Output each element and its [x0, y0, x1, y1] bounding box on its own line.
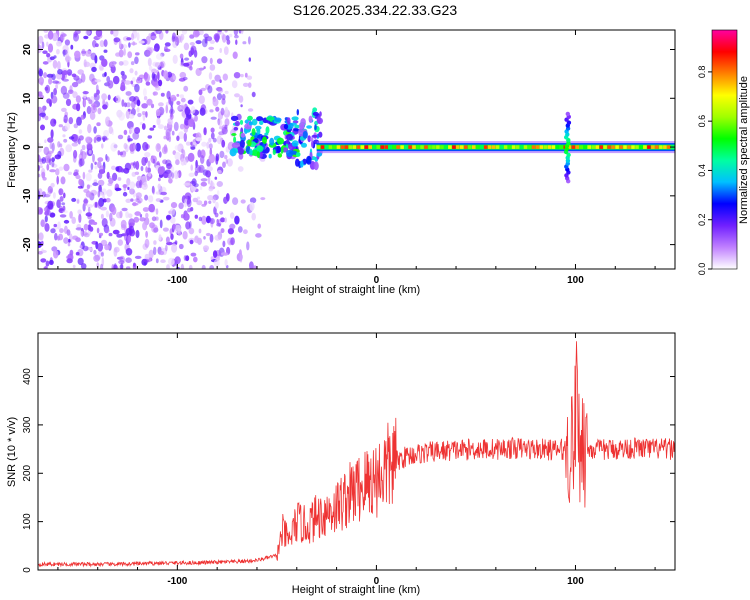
heatmap-region-onset-cluster	[229, 107, 323, 171]
colorbar: 0.0 0.2 0.4 0.6 0.8 Normalized spectral ampl…	[697, 29, 750, 276]
snr-marks	[38, 341, 675, 568]
spectrogram-frame	[37, 29, 676, 270]
y-tick-label: -10	[22, 188, 33, 203]
snr-x-label: Height of straight line (km)	[292, 584, 420, 596]
heatmap-region-central-line	[316, 141, 675, 154]
snr-panel: -100 0 100 0 100 200 300 400 Height of straigh…	[6, 332, 676, 596]
colorbar-tick-label: 0.0	[697, 263, 707, 276]
spectrogram-marks	[38, 30, 675, 269]
spectrogram-x-label: Height of straight line (km)	[292, 284, 420, 296]
colorbar-frame	[711, 29, 738, 270]
spectrogram-y-ticks: -20 -10 0 10 20	[22, 44, 675, 252]
y-tick-label: 0	[22, 144, 33, 150]
x-tick-label: 100	[567, 576, 584, 587]
snr-x-ticks: -100 0 100	[57, 333, 656, 587]
snr-frame	[37, 332, 676, 571]
y-tick-label: 200	[22, 464, 33, 481]
heatmap-region-noise	[38, 30, 266, 269]
heatmap-region-spike	[563, 111, 572, 184]
spectrogram-x-ticks: -100 0 100	[57, 30, 656, 286]
x-tick-label: -100	[167, 576, 187, 587]
spectrogram-y-label: Frequency (Hz)	[6, 112, 18, 188]
colorbar-tick-label: 0.4	[697, 164, 707, 177]
snr-y-label: SNR (10 * v/v)	[6, 417, 18, 487]
snr-series-line	[38, 341, 675, 568]
y-tick-label: 100	[22, 513, 33, 530]
y-tick-label: 0	[22, 567, 33, 573]
snr-y-ticks: 0 100 200 300 400	[22, 368, 675, 573]
colorbar-tick-label: 0.6	[697, 115, 707, 128]
x-tick-label: 0	[374, 275, 380, 286]
colorbar-tick-label: 0.8	[697, 66, 707, 79]
y-tick-label: 400	[22, 368, 33, 385]
colorbar-tick-label: 0.2	[697, 213, 707, 226]
x-tick-label: -100	[167, 275, 187, 286]
x-tick-label: 100	[567, 275, 584, 286]
y-tick-label: 300	[22, 416, 33, 433]
colorbar-gradient	[712, 30, 737, 269]
colorbar-ticks: 0.0 0.2 0.4 0.6 0.8	[697, 66, 712, 276]
x-tick-label: 0	[374, 576, 380, 587]
colorbar-label: Normalized spectral amplitude	[738, 76, 750, 224]
y-tick-label: 10	[22, 92, 33, 104]
figure-title: S126.2025.334.22.33.G23	[292, 2, 458, 18]
y-tick-label: 20	[22, 44, 33, 56]
snr-plot-area	[38, 333, 675, 570]
y-tick-label: -20	[22, 237, 33, 252]
